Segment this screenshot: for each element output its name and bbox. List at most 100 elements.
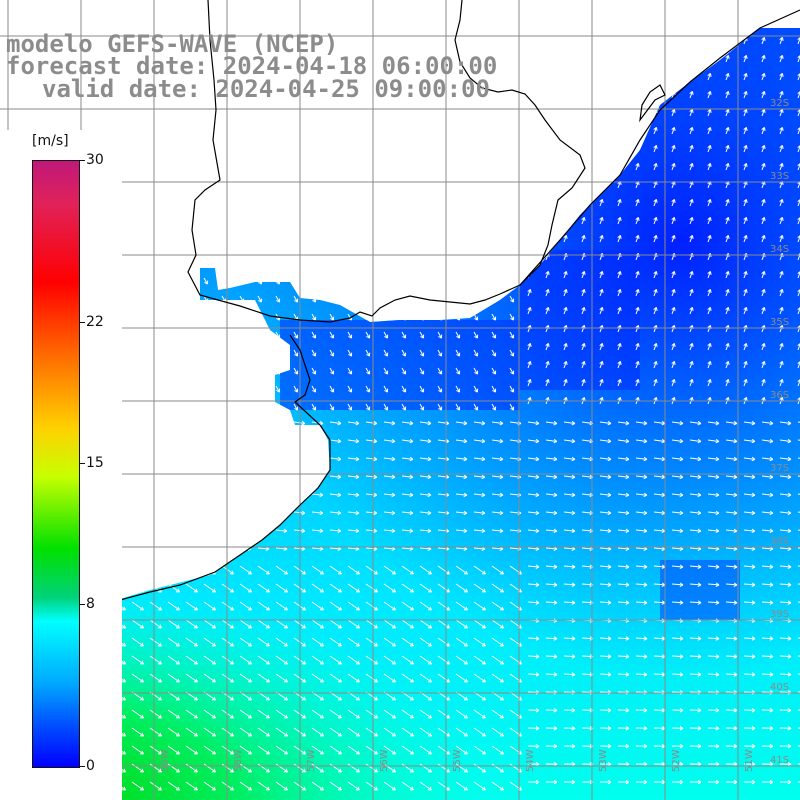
wind-arrow-head: [733, 528, 738, 532]
wind-arrow-head: [571, 638, 576, 641]
wind-arrow-head: [671, 109, 675, 112]
wind-arrow-head: [607, 456, 612, 460]
wind-arrow: [437, 187, 442, 195]
wind-arrow: [203, 349, 208, 357]
wind-arrow-head: [357, 678, 360, 683]
wind-arrow: [167, 385, 172, 393]
wind-arrow: [527, 493, 539, 496]
wind-arrow-head: [438, 137, 442, 141]
wind-arrow: [689, 511, 701, 514]
wind-arrow-head: [294, 263, 298, 267]
wind-arrow: [779, 109, 783, 117]
wind-arrow-head: [617, 235, 621, 238]
wind-arrow-head: [601, 379, 604, 383]
wind-arrow-head: [715, 423, 720, 426]
wind-arrow-head: [474, 353, 478, 357]
wind-arrow-head: [617, 361, 621, 364]
wind-arrow-head: [222, 389, 226, 393]
wind-arrow: [401, 313, 406, 321]
wind-arrow: [635, 199, 639, 207]
wind-arrow: [455, 403, 460, 411]
wind-arrow: [365, 241, 370, 249]
wind-arrow: [581, 637, 594, 640]
wind-arrow-head: [141, 606, 144, 611]
wind-arrow: [527, 343, 531, 351]
wind-arrow: [149, 331, 154, 339]
wind-arrow: [599, 421, 611, 424]
wind-arrow: [491, 529, 503, 532]
wind-arrow-head: [787, 638, 792, 641]
wind-arrow: [779, 361, 783, 369]
wind-arrow-head: [492, 47, 496, 51]
wind-arrow-head: [733, 672, 738, 676]
wind-arrow: [401, 457, 413, 460]
wind-arrow-head: [240, 335, 244, 339]
wind-arrow: [401, 403, 406, 411]
wind-arrow-head: [625, 566, 630, 569]
wind-arrow-head: [607, 690, 612, 693]
wind-arrow-head: [679, 690, 684, 693]
wind-arrow-head: [474, 47, 478, 51]
wind-arrow-head: [157, 528, 162, 532]
wind-arrow-head: [373, 512, 378, 516]
wind-arrow-head: [231, 696, 234, 701]
wind-arrow-head: [330, 209, 334, 213]
wind-arrow: [347, 655, 360, 665]
wind-arrow-head: [265, 458, 270, 462]
wind-arrow-head: [409, 476, 414, 480]
wind-arrow-head: [229, 458, 234, 462]
wind-arrow-head: [607, 492, 612, 496]
wind-arrow: [275, 187, 280, 195]
wind-arrow-head: [157, 458, 162, 462]
wind-arrow-head: [679, 438, 684, 442]
wind-arrow: [293, 439, 305, 442]
wind-arrow-head: [769, 690, 774, 693]
wind-arrow: [383, 457, 395, 460]
wind-arrow-head: [211, 438, 216, 442]
wind-arrow-head: [510, 47, 514, 51]
wind-arrow: [311, 619, 324, 629]
wind-arrow-head: [510, 101, 514, 105]
wind-arrow: [401, 43, 406, 51]
wind-arrow-head: [276, 155, 280, 159]
wind-arrow: [527, 475, 539, 478]
wind-arrow: [635, 325, 639, 333]
wind-arrow-head: [267, 588, 270, 593]
wind-arrow-head: [697, 438, 702, 442]
wind-arrow-head: [581, 325, 585, 328]
wind-arrow-head: [141, 678, 144, 683]
wind-arrow: [797, 361, 800, 369]
wind-arrow-head: [438, 335, 442, 339]
wind-arrow-head: [599, 397, 603, 400]
wind-arrow: [437, 565, 450, 575]
wind-arrow: [239, 151, 244, 159]
wind-arrow-head: [529, 307, 532, 311]
wind-arrow-head: [258, 371, 262, 375]
wind-arrow-head: [553, 636, 558, 640]
wind-arrow-head: [763, 343, 766, 347]
wind-arrow: [653, 529, 665, 532]
wind-arrow-head: [492, 83, 496, 87]
wind-arrow: [527, 547, 540, 550]
wind-arrow-head: [643, 456, 648, 460]
wind-arrow: [671, 691, 684, 693]
wind-arrow-head: [571, 474, 576, 478]
wind-arrow-head: [411, 624, 414, 629]
wind-arrow-head: [751, 690, 756, 693]
wind-arrow-head: [366, 227, 370, 231]
wind-arrow: [257, 259, 262, 267]
wind-arrow: [491, 583, 504, 593]
wind-arrow: [671, 565, 684, 568]
wind-arrow-head: [501, 606, 504, 611]
wind-arrow: [527, 217, 531, 225]
wind-arrow-head: [745, 145, 748, 149]
wind-arrow-head: [571, 566, 576, 569]
wind-arrow: [545, 199, 549, 207]
wind-arrow-head: [375, 624, 378, 629]
wind-arrow-head: [637, 289, 640, 293]
wind-arrow: [167, 115, 172, 123]
wind-arrow-head: [565, 307, 568, 311]
wind-arrow-head: [366, 371, 370, 375]
wind-arrow-head: [563, 235, 567, 238]
wind-arrow-head: [781, 109, 784, 113]
